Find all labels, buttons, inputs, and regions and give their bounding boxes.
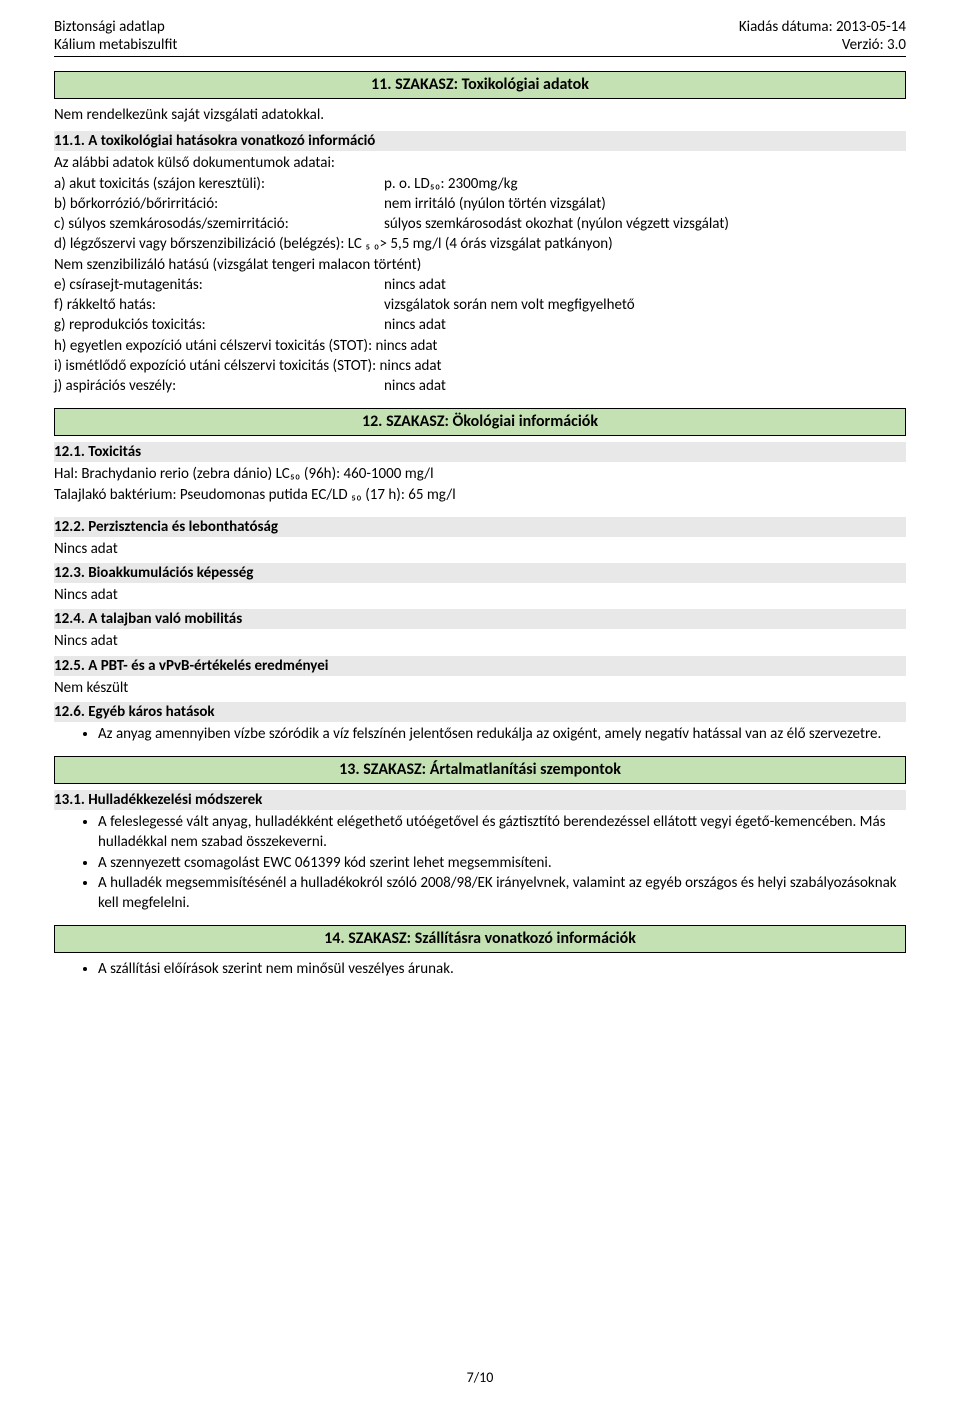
header-right-1: Kiadás dátuma: 2013-05-14 bbox=[739, 18, 906, 36]
header-left-1: Biztonsági adatlap bbox=[54, 18, 165, 36]
section-14-header: 14. SZAKASZ: Szállításra vonatkozó infor… bbox=[54, 925, 906, 953]
tox-row-j: j) aspirációs veszély: nincs adat bbox=[54, 376, 906, 396]
section-12-1-line2: Talajlakó baktérium: Pseudomonas putida … bbox=[54, 485, 906, 505]
section-12-2-heading: 12.2. Perzisztencia és lebonthatóság bbox=[54, 517, 906, 537]
tox-row-e-val: nincs adat bbox=[384, 275, 906, 295]
section-11-1-heading: 11.1. A toxikológiai hatásokra vonatkozó… bbox=[54, 131, 906, 151]
section-13-header: 13. SZAKASZ: Ártalmatlanítási szempontok bbox=[54, 756, 906, 784]
tox-line-h: h) egyetlen expozíció utáni célszervi to… bbox=[54, 336, 906, 356]
section-11-intro: Nem rendelkezünk saját vizsgálati adatok… bbox=[54, 105, 906, 125]
header-left-2: Kálium metabiszulfit bbox=[54, 36, 177, 54]
section-14-bullet-1: A szállítási előírások szerint nem minős… bbox=[98, 959, 906, 979]
section-12-1-line1: Hal: Brachydanio rerio (zebra dánio) LC₅… bbox=[54, 464, 906, 484]
tox-row-g-key: g) reprodukciós toxicitás: bbox=[54, 315, 384, 335]
tox-row-a-key: a) akut toxicitás (szájon keresztüli): bbox=[54, 174, 384, 194]
tox-row-c-key: c) súlyos szemkárosodás/szemirritáció: bbox=[54, 214, 384, 234]
section-11-1-intro: Az alábbi adatok külső dokumentumok adat… bbox=[54, 153, 906, 173]
section-13-bullet-1: A feleslegessé vált anyag, hulladékként … bbox=[98, 812, 906, 853]
section-12-5-value: Nem készült bbox=[54, 678, 906, 698]
section-12-4-heading: 12.4. A talajban való mobilitás bbox=[54, 609, 906, 629]
tox-row-c: c) súlyos szemkárosodás/szemirritáció: s… bbox=[54, 214, 906, 234]
section-11-header: 11. SZAKASZ: Toxikológiai adatok bbox=[54, 71, 906, 99]
tox-row-j-val: nincs adat bbox=[384, 376, 906, 396]
header-right-2: Verzió: 3.0 bbox=[842, 36, 906, 54]
tox-line-i: i) ismétlődő expozíció utáni célszervi t… bbox=[54, 356, 906, 376]
section-12-3-heading: 12.3. Bioakkumulációs képesség bbox=[54, 563, 906, 583]
section-12-6-heading: 12.6. Egyéb káros hatások bbox=[54, 702, 906, 722]
tox-row-b-val: nem irritáló (nyúlon történ vizsgálat) bbox=[384, 194, 906, 214]
tox-line-d2: Nem szenzibilizáló hatású (vizsgálat ten… bbox=[54, 255, 906, 275]
section-13-bullet-2: A szennyezett csomagolást EWC 061399 kód… bbox=[98, 853, 906, 873]
section-12-3-value: Nincs adat bbox=[54, 585, 906, 605]
section-12-1-heading: 12.1. Toxicitás bbox=[54, 442, 906, 462]
header-rule bbox=[54, 56, 906, 57]
tox-line-d: d) légzőszervi vagy bőrszenzibilizáció (… bbox=[54, 234, 906, 254]
section-12-5-heading: 12.5. A PBT- és a vPvB-értékelés eredmén… bbox=[54, 656, 906, 676]
page-header: Biztonsági adatlap Kiadás dátuma: 2013-0… bbox=[54, 18, 906, 54]
tox-row-f-val: vizsgálatok során nem volt megfigyelhető bbox=[384, 295, 906, 315]
section-12-header: 12. SZAKASZ: Ökológiai információk bbox=[54, 408, 906, 436]
section-14-bullets: A szállítási előírások szerint nem minős… bbox=[54, 959, 906, 979]
section-13-1-heading: 13.1. Hulladékkezelési módszerek bbox=[54, 790, 906, 810]
tox-row-a: a) akut toxicitás (szájon keresztüli): p… bbox=[54, 174, 906, 194]
tox-row-f: f) rákkeltő hatás: vizsgálatok során nem… bbox=[54, 295, 906, 315]
section-13-bullets: A feleslegessé vált anyag, hulladékként … bbox=[54, 812, 906, 913]
section-12-6-bullet-1: Az anyag amennyiben vízbe szóródik a víz… bbox=[98, 724, 906, 744]
tox-row-c-val: súlyos szemkárosodást okozhat (nyúlon vé… bbox=[384, 214, 906, 234]
section-12-4-value: Nincs adat bbox=[54, 631, 906, 651]
tox-row-g: g) reprodukciós toxicitás: nincs adat bbox=[54, 315, 906, 335]
tox-row-g-val: nincs adat bbox=[384, 315, 906, 335]
tox-row-e: e) csírasejt-mutagenitás: nincs adat bbox=[54, 275, 906, 295]
section-12-6-bullets: Az anyag amennyiben vízbe szóródik a víz… bbox=[54, 724, 906, 744]
tox-row-j-key: j) aspirációs veszély: bbox=[54, 376, 384, 396]
tox-row-f-key: f) rákkeltő hatás: bbox=[54, 295, 384, 315]
tox-row-b: b) bőrkorrózió/bőrirritáció: nem irritál… bbox=[54, 194, 906, 214]
tox-row-e-key: e) csírasejt-mutagenitás: bbox=[54, 275, 384, 295]
section-13-bullet-3: A hulladék megsemmisítésénél a hulladéko… bbox=[98, 873, 906, 914]
section-12-2-value: Nincs adat bbox=[54, 539, 906, 559]
page-number: 7/10 bbox=[0, 1369, 960, 1386]
tox-row-a-val: p. o. LD₅₀: 2300mg/kg bbox=[384, 174, 906, 194]
tox-row-b-key: b) bőrkorrózió/bőrirritáció: bbox=[54, 194, 384, 214]
